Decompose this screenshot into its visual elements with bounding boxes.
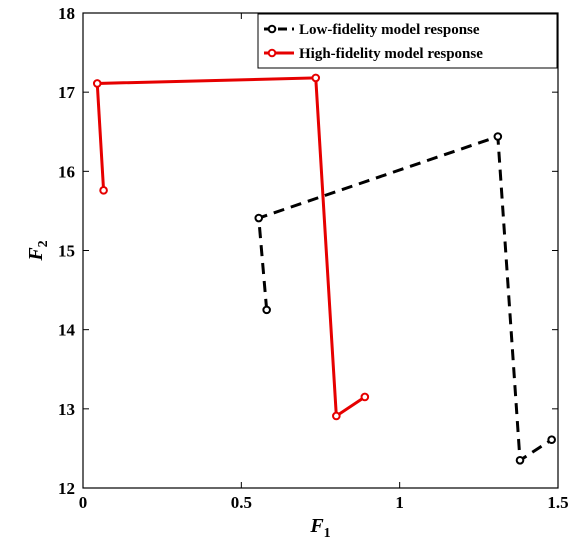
data-point: [547, 435, 556, 445]
y-tick-label: 14: [58, 321, 76, 340]
y-tick-label: 16: [58, 162, 75, 181]
legend-marker: [267, 24, 277, 34]
data-point: [311, 73, 321, 83]
legend: Low-fidelity model response High-fidelity…: [257, 13, 558, 69]
data-point: [515, 455, 525, 465]
data-point: [254, 213, 264, 223]
y-tick-label: 17: [58, 83, 76, 102]
x-tick-label: 1: [395, 493, 404, 512]
y-axis-label: F2: [25, 240, 51, 261]
legend-marker: [267, 48, 277, 58]
x-tick-label: 0.5: [231, 493, 252, 512]
plot-area: [82, 12, 559, 489]
x-tick-label: 1.5: [547, 493, 568, 512]
y-tick-label: 13: [58, 400, 75, 419]
y-tick-label: 12: [58, 479, 75, 498]
data-point: [92, 79, 102, 88]
y-tick-label: 15: [58, 242, 75, 261]
series-layer: [92, 73, 556, 465]
legend-label: Low-fidelity model response: [299, 22, 480, 38]
x-axis-label: F1: [309, 515, 330, 540]
legend-box: [257, 13, 558, 69]
x-tick-label: 0: [79, 493, 88, 512]
plot-border: [82, 12, 559, 489]
data-point: [262, 305, 271, 315]
y-tick-label: 18: [58, 4, 75, 23]
data-point: [99, 186, 108, 195]
legend-label: High-fidelity model response: [299, 46, 483, 62]
data-point: [360, 392, 370, 402]
axis-ticks: 0 0.5 1 1.5 12 13 14 15 16 17 18: [58, 4, 569, 512]
data-point: [493, 132, 503, 141]
series-1: [254, 132, 556, 465]
series-2: [92, 73, 370, 421]
data-point: [332, 411, 341, 421]
